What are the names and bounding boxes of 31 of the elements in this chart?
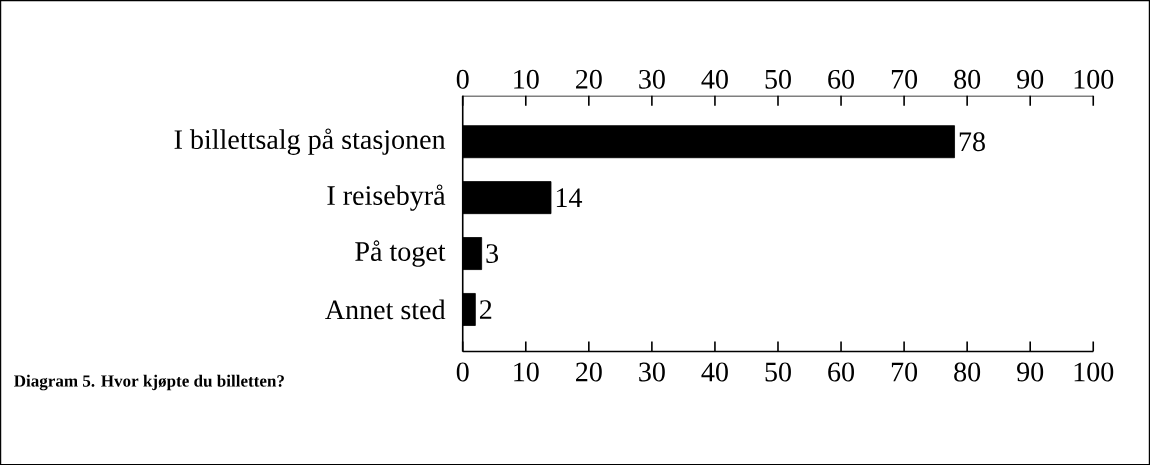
x2-tick-label: 30 (639, 362, 665, 382)
x2-tick-label: 10 (514, 362, 539, 382)
x-tick-label: 50 (765, 69, 791, 89)
x2-tick-label: 70 (891, 362, 918, 382)
y-tick-label: På toget (355, 240, 446, 267)
text: Diagram 5. Hvor kjøpte du billetten? (14, 374, 284, 391)
data-label: 78 (959, 132, 985, 152)
x-tick-label: 80 (954, 69, 981, 89)
data-label: 14 (556, 188, 583, 207)
x-tick-label: 90 (1017, 69, 1044, 89)
x2-tick-label: 80 (954, 362, 981, 382)
x-tick-label: 100 (1074, 69, 1114, 89)
x2-tick-label: 20 (576, 362, 602, 382)
x-tick-label: 60 (828, 69, 854, 89)
x2-tick-label: 0 (456, 362, 469, 382)
x-tick-label: 20 (576, 69, 602, 89)
data-label: 2 (479, 300, 492, 319)
x-tick-label: 10 (514, 69, 539, 89)
x2-tick-label: 60 (828, 362, 854, 382)
x2-tick-label: 40 (701, 362, 728, 382)
x2-tick-label: 90 (1017, 362, 1044, 382)
y-tick-label: Annet sted (325, 299, 446, 320)
x-tick-label: 0 (456, 69, 469, 89)
data-label: 3 (486, 243, 499, 263)
y-tick-label: I reisebyrå (327, 184, 446, 211)
x2-tick-label: 50 (765, 362, 791, 382)
x-tick-label: 40 (701, 69, 728, 89)
x-tick-label: 70 (891, 69, 918, 89)
y-tick-label: I billettsalg på stasjonen (174, 128, 446, 155)
x2-tick-label: 100 (1074, 362, 1114, 382)
x-tick-label: 30 (639, 69, 665, 89)
